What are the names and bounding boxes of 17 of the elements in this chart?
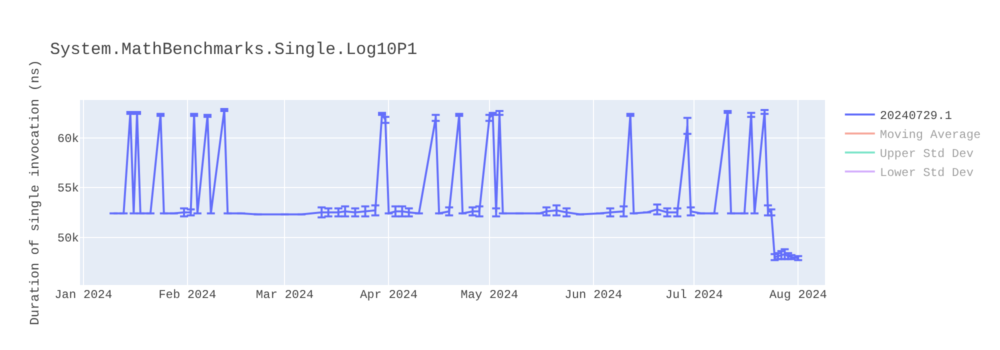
chart-title: System.MathBenchmarks.Single.Log10P1 xyxy=(50,40,418,60)
legend-label: Upper Std Dev xyxy=(880,147,974,162)
y-tick-label: 55k xyxy=(57,182,79,196)
legend-label: 20240729.1 xyxy=(880,109,952,124)
x-tick-label: Mar 2024 xyxy=(256,288,314,302)
x-tick-label: Apr 2024 xyxy=(360,288,418,302)
legend-label: Moving Average xyxy=(880,128,981,142)
y-tick-label: 60k xyxy=(57,132,79,146)
y-axis-title: Duration of single invocation (ns) xyxy=(27,60,42,326)
x-tick-label: Jan 2024 xyxy=(54,288,112,302)
x-tick-label: Jul 2024 xyxy=(665,288,723,302)
y-tick-label: 50k xyxy=(57,231,79,246)
x-tick-label: Feb 2024 xyxy=(158,288,216,302)
x-tick-label: May 2024 xyxy=(460,288,518,302)
x-tick-label: Jun 2024 xyxy=(564,288,622,302)
x-tick-label: Aug 2024 xyxy=(769,288,827,302)
legend-label: Lower Std Dev xyxy=(880,166,974,180)
